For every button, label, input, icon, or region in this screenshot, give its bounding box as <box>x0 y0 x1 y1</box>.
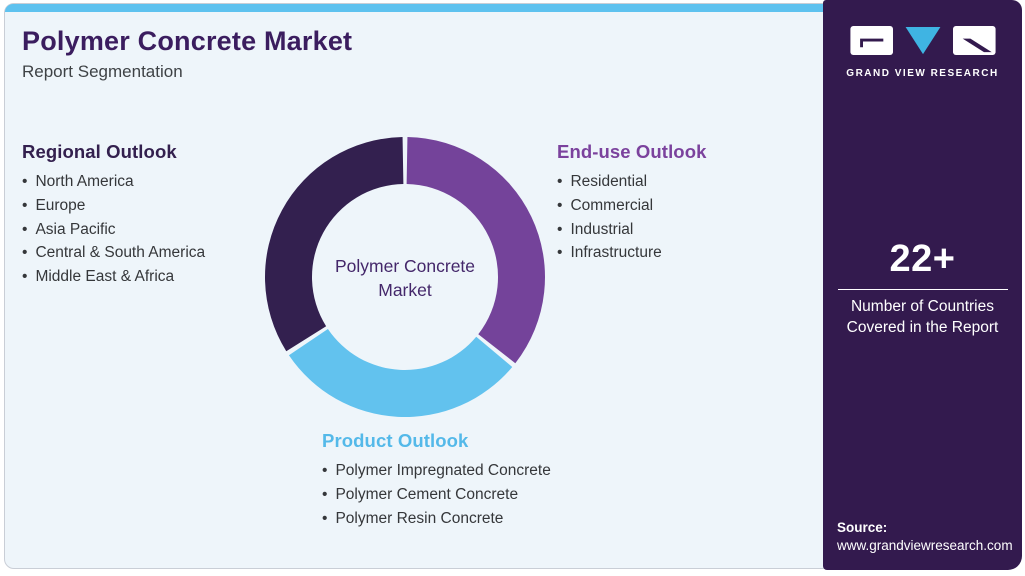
list-item: Residential <box>557 170 707 194</box>
end-use-outlook-title: End-use Outlook <box>557 141 707 162</box>
list-item: Commercial <box>557 194 707 218</box>
page-title: Polymer Concrete Market <box>22 26 353 56</box>
donut-center-label-line1: Polymer Concrete <box>334 256 476 276</box>
product-outlook-section: Product Outlook Polymer Impregnated Conc… <box>322 430 551 530</box>
list-item: Polymer Impregnated Concrete <box>322 459 550 483</box>
page-subtitle: Report Segmentation <box>22 62 183 81</box>
regional-outlook-title: Regional Outlook <box>22 141 177 162</box>
list-item: Europe <box>22 194 205 218</box>
donut-center-label: Polymer Concrete Market <box>295 254 515 302</box>
donut-center-label-line2: Market <box>378 280 432 300</box>
list-item: Middle East & Africa <box>22 265 205 289</box>
end-use-outlook-section: End-use Outlook ResidentialCommercialInd… <box>557 141 707 265</box>
regional-outlook-section: Regional Outlook North AmericaEuropeAsia… <box>22 141 205 289</box>
top-accent-bar <box>5 4 828 12</box>
regional-outlook-list: North AmericaEuropeAsia PacificCentral &… <box>22 170 205 289</box>
product-outlook-title: Product Outlook <box>322 430 469 451</box>
countries-stat: 22+ Number of Countries Covered in the R… <box>823 238 1022 338</box>
stat-label-line2: Covered in the Report <box>846 318 999 336</box>
source-label: Source: <box>837 520 888 535</box>
brand-block: GRAND VIEW RESEARCH <box>823 26 1022 79</box>
list-item: Polymer Resin Concrete <box>322 507 551 531</box>
list-item: Infrastructure <box>557 241 707 265</box>
source-block: Source: www.grandviewresearch.com <box>837 520 1013 553</box>
stat-divider <box>837 289 1008 290</box>
sidebar: GRAND VIEW RESEARCH 22+ Number of Countr… <box>823 0 1022 570</box>
donut-segment-end-use-outlook <box>406 137 545 364</box>
brand-name: GRAND VIEW RESEARCH <box>846 68 999 79</box>
logo-triangle <box>905 26 940 55</box>
header: Polymer Concrete Market Report Segmentat… <box>22 26 352 82</box>
gvr-logo-icon <box>849 26 996 56</box>
list-item: Asia Pacific <box>22 218 205 242</box>
list-item: Central & South America <box>22 241 205 265</box>
donut-chart <box>264 137 545 418</box>
list-item: North America <box>22 170 205 194</box>
donut-segment-product-outlook <box>288 329 513 418</box>
list-item: Industrial <box>557 218 707 242</box>
stat-label-line1: Number of Countries <box>850 298 994 315</box>
list-item: Polymer Cement Concrete <box>322 483 551 507</box>
donut-segment-regional-outlook <box>264 137 404 352</box>
stat-value: 22+ <box>889 238 956 280</box>
end-use-outlook-list: ResidentialCommercialIndustrialInfrastru… <box>557 170 707 265</box>
source-url: www.grandviewresearch.com <box>837 538 1013 553</box>
